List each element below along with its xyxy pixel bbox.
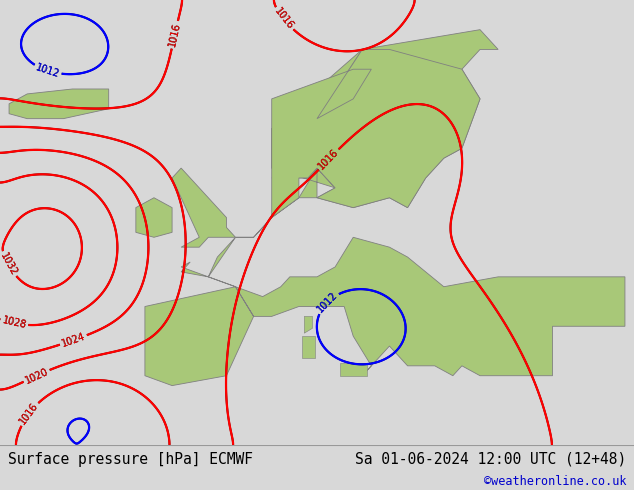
Text: 1016: 1016 [272,6,295,32]
Polygon shape [145,30,625,386]
Text: 1016: 1016 [316,147,340,172]
Polygon shape [272,49,480,218]
Polygon shape [304,317,313,333]
Polygon shape [136,198,172,237]
Text: 1028: 1028 [1,315,27,330]
Text: Sa 01-06-2024 12:00 UTC (12+48): Sa 01-06-2024 12:00 UTC (12+48) [355,452,626,467]
Text: 1020: 1020 [23,366,50,385]
Text: Surface pressure [hPa] ECMWF: Surface pressure [hPa] ECMWF [8,452,252,467]
Text: 1020: 1020 [23,366,50,385]
Text: 1024: 1024 [60,331,87,349]
Text: 1016: 1016 [18,401,40,426]
Text: 1016: 1016 [167,22,183,48]
Polygon shape [172,168,235,247]
Text: 1012: 1012 [34,62,61,79]
Text: 1016: 1016 [316,147,340,172]
Text: 1028: 1028 [1,315,27,330]
Text: 1012: 1012 [315,290,340,315]
Text: 1032: 1032 [0,251,18,277]
Text: ©weatheronline.co.uk: ©weatheronline.co.uk [484,475,626,489]
Text: 1016: 1016 [167,22,183,48]
Text: 1032: 1032 [0,251,18,277]
Polygon shape [9,89,108,119]
Polygon shape [340,363,367,376]
Polygon shape [302,336,315,358]
Text: 1024: 1024 [60,331,87,349]
Text: 1016: 1016 [18,401,40,426]
Text: 1016: 1016 [272,6,295,32]
Text: 1012: 1012 [34,62,61,79]
Text: 1012: 1012 [315,290,340,315]
